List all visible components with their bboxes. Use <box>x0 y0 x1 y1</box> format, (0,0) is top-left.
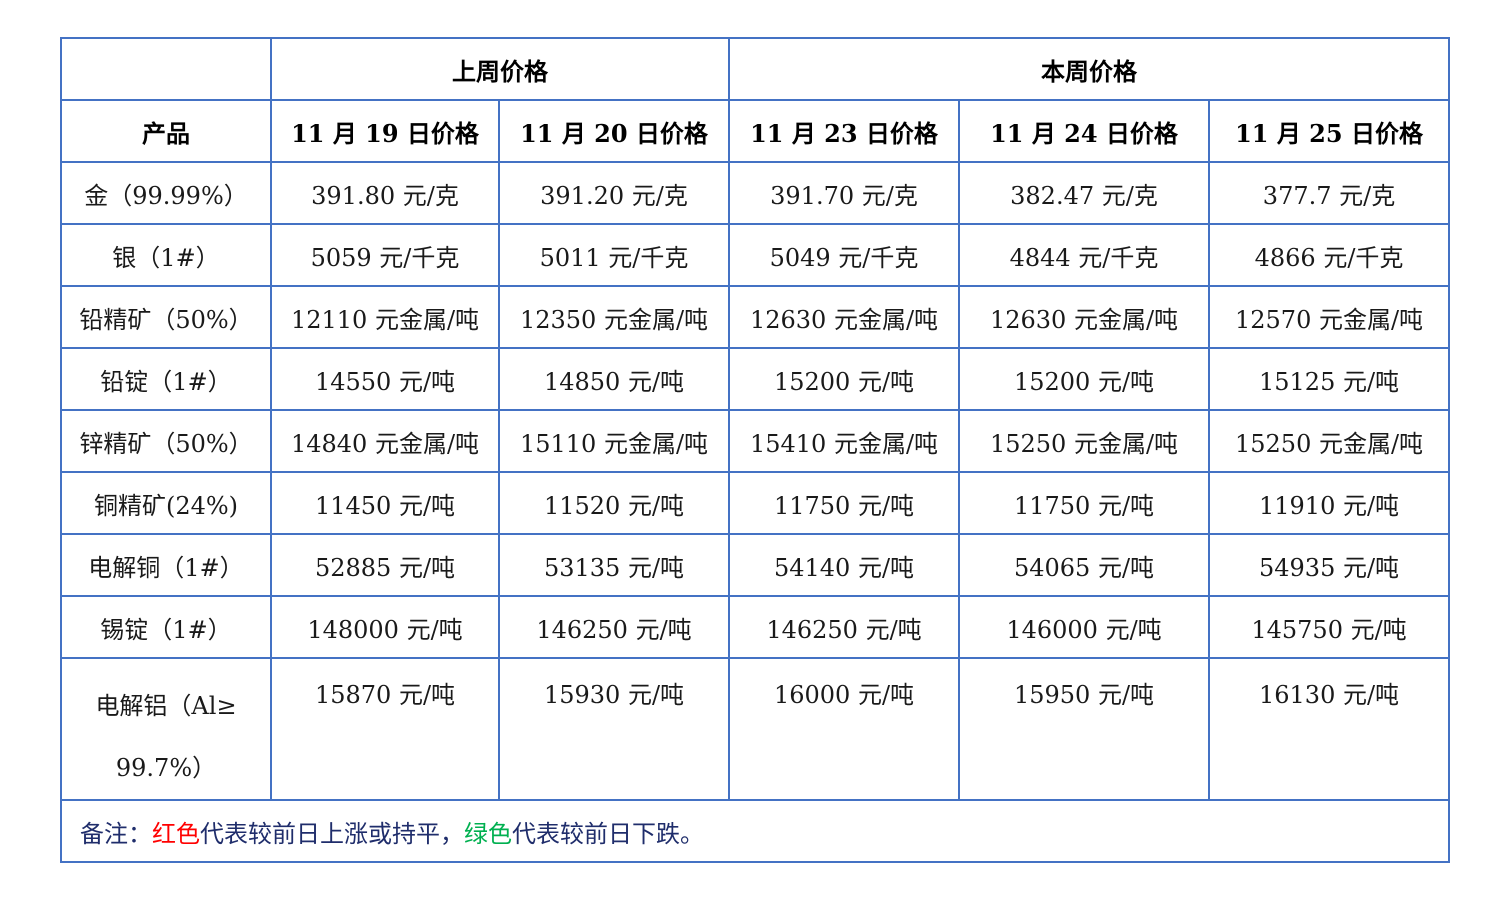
header-date: 11 月 24 日价格 <box>958 99 1210 163</box>
price-cell: 391.20 元/克 <box>498 161 730 225</box>
price-cell: 11910 元/吨 <box>1207 471 1451 535</box>
price-cell: 5011 元/千克 <box>498 223 730 287</box>
table-row: 锌精矿（50%） 14840 元金属/吨 15110 元金属/吨 15410 元金属/… <box>60 409 1451 473</box>
header-empty-cell <box>60 37 272 101</box>
price-cell: 15250 元金属/吨 <box>1207 409 1451 473</box>
price-cell: 54935 元/吨 <box>1207 533 1451 597</box>
note-red-text: 代表较前日上涨或持平， <box>200 819 464 848</box>
header-row-dates: 产品 11 月 19 日价格 11 月 20 日价格 11 月 23 日价格 1… <box>60 99 1451 163</box>
price-cell: 146000 元/吨 <box>958 595 1210 659</box>
price-cell: 11750 元/吨 <box>958 471 1210 535</box>
price-cell: 12110 元金属/吨 <box>270 285 500 349</box>
table-row: 锡锭（1#） 148000 元/吨 146250 元/吨 146250 元/吨 1460… <box>60 595 1451 659</box>
price-cell: 54065 元/吨 <box>958 533 1210 597</box>
header-row-weeks: 上周价格 本周价格 <box>60 37 1451 101</box>
price-table-body: 金（99.99%） 391.80 元/克 391.20 元/克 391.70 元/克 3… <box>60 161 1451 801</box>
price-cell: 4844 元/千克 <box>958 223 1210 287</box>
price-cell: 14550 元/吨 <box>270 347 500 411</box>
price-table: 上周价格 本周价格 产品 11 月 19 日价格 11 月 20 日价格 11 … <box>59 37 1451 863</box>
price-cell: 14840 元金属/吨 <box>270 409 500 473</box>
table-row: 电解铝（Al≥ 99.7%） 15870 元/吨 15930 元/吨 16000 元/… <box>60 657 1451 801</box>
header-date: 11 月 19 日价格 <box>270 99 500 163</box>
table-row: 铜精矿(24%) 11450 元/吨 11520 元/吨 11750 元/吨 11750… <box>60 471 1451 535</box>
price-cell: 391.70 元/克 <box>728 161 960 225</box>
product-name: 银（1#） <box>60 223 272 287</box>
price-cell: 15870 元/吨 <box>270 657 500 801</box>
price-cell: 16130 元/吨 <box>1207 657 1451 801</box>
price-cell: 146250 元/吨 <box>728 595 960 659</box>
price-cell: 146250 元/吨 <box>498 595 730 659</box>
price-cell: 5059 元/千克 <box>270 223 500 287</box>
table-row: 金（99.99%） 391.80 元/克 391.20 元/克 391.70 元/克 3… <box>60 161 1451 225</box>
product-name: 电解铝（Al≥ 99.7%） <box>60 657 272 801</box>
note-cell: 备注：红色代表较前日上涨或持平，绿色代表较前日下跌。 <box>59 799 1451 863</box>
price-cell: 14850 元/吨 <box>498 347 730 411</box>
table-row: 铅锭（1#） 14550 元/吨 14850 元/吨 15200 元/吨 15200 元… <box>60 347 1451 411</box>
table-row: 银（1#） 5059 元/千克 5011 元/千克 5049 元/千克 4844 元/千… <box>60 223 1451 287</box>
header-date: 11 月 20 日价格 <box>498 99 730 163</box>
product-name: 电解铜（1#） <box>60 533 272 597</box>
price-cell: 16000 元/吨 <box>728 657 960 801</box>
price-cell: 11750 元/吨 <box>728 471 960 535</box>
header-this-week: 本周价格 <box>727 37 1451 101</box>
price-cell: 15410 元金属/吨 <box>728 409 960 473</box>
price-cell: 391.80 元/克 <box>270 161 500 225</box>
price-cell: 15250 元金属/吨 <box>958 409 1210 473</box>
product-name: 铅精矿（50%） <box>60 285 272 349</box>
price-cell: 15950 元/吨 <box>958 657 1210 801</box>
price-cell: 15200 元/吨 <box>958 347 1210 411</box>
note-green-text: 代表较前日下跌。 <box>512 819 704 848</box>
price-cell: 15930 元/吨 <box>498 657 730 801</box>
price-cell: 4866 元/千克 <box>1207 223 1451 287</box>
price-cell: 5049 元/千克 <box>728 223 960 287</box>
price-cell: 15200 元/吨 <box>728 347 960 411</box>
note-red-word: 红色 <box>152 819 200 848</box>
header-date: 11 月 23 日价格 <box>728 99 960 163</box>
table-row: 铅精矿（50%） 12110 元金属/吨 12350 元金属/吨 12630 元金属/… <box>60 285 1451 349</box>
price-cell: 148000 元/吨 <box>270 595 500 659</box>
note-row: 备注：红色代表较前日上涨或持平，绿色代表较前日下跌。 <box>59 799 1451 863</box>
price-cell: 53135 元/吨 <box>498 533 730 597</box>
price-cell: 11450 元/吨 <box>270 471 500 535</box>
price-cell: 54140 元/吨 <box>728 533 960 597</box>
price-cell: 382.47 元/克 <box>958 161 1210 225</box>
price-cell: 15110 元金属/吨 <box>498 409 730 473</box>
product-name: 锌精矿（50%） <box>60 409 272 473</box>
product-name: 金（99.99%） <box>60 161 272 225</box>
note-green-word: 绿色 <box>464 819 512 848</box>
price-cell: 12630 元金属/吨 <box>958 285 1210 349</box>
price-cell: 145750 元/吨 <box>1207 595 1451 659</box>
price-cell: 15125 元/吨 <box>1207 347 1451 411</box>
price-cell: 12570 元金属/吨 <box>1207 285 1451 349</box>
price-cell: 11520 元/吨 <box>498 471 730 535</box>
product-name: 铜精矿(24%) <box>60 471 272 535</box>
table-row: 电解铜（1#） 52885 元/吨 53135 元/吨 54140 元/吨 54065 … <box>60 533 1451 597</box>
header-date: 11 月 25 日价格 <box>1207 99 1451 163</box>
price-cell: 377.7 元/克 <box>1207 161 1451 225</box>
price-cell: 12350 元金属/吨 <box>498 285 730 349</box>
product-name: 铅锭（1#） <box>60 347 272 411</box>
header-product: 产品 <box>60 99 272 163</box>
price-cell: 12630 元金属/吨 <box>728 285 960 349</box>
product-name: 锡锭（1#） <box>60 595 272 659</box>
note-prefix: 备注： <box>80 819 152 848</box>
header-last-week: 上周价格 <box>270 37 730 101</box>
price-cell: 52885 元/吨 <box>270 533 500 597</box>
